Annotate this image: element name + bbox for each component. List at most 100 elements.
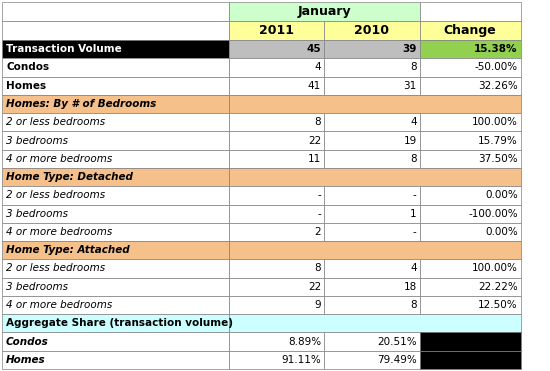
Bar [420, 296, 521, 314]
Bar [229, 40, 324, 58]
Text: 2011: 2011 [259, 24, 294, 37]
Text: 20.51%: 20.51% [377, 336, 417, 347]
Text: January: January [298, 5, 351, 18]
Bar [229, 76, 324, 95]
Text: 4: 4 [410, 117, 417, 127]
Bar [324, 21, 420, 40]
Bar [324, 223, 420, 241]
Bar [229, 241, 521, 259]
Bar [229, 58, 324, 76]
Text: 8: 8 [410, 300, 417, 310]
Text: Aggregate Share (transaction volume): Aggregate Share (transaction volume) [6, 318, 233, 328]
Text: 22: 22 [308, 282, 321, 292]
Text: 2010: 2010 [354, 24, 389, 37]
Text: 8: 8 [410, 62, 417, 72]
Text: 15.38%: 15.38% [474, 44, 518, 54]
Bar [420, 223, 521, 241]
Bar [229, 278, 324, 296]
Bar [420, 351, 521, 369]
Bar [324, 186, 420, 204]
Bar [324, 58, 420, 76]
Text: 22.22%: 22.22% [478, 282, 518, 292]
Bar [2, 58, 229, 76]
Bar [2, 223, 229, 241]
Bar [229, 168, 521, 186]
Bar [229, 95, 521, 113]
Text: -: - [413, 190, 417, 200]
Text: 0.00%: 0.00% [485, 190, 518, 200]
Bar [229, 296, 324, 314]
Bar [324, 150, 420, 168]
Bar [324, 278, 420, 296]
Text: 3 bedrooms: 3 bedrooms [6, 282, 68, 292]
Bar [2, 113, 229, 131]
Bar [324, 40, 420, 58]
Bar [324, 204, 420, 223]
Text: 18: 18 [404, 282, 417, 292]
Bar [420, 76, 521, 95]
Text: 39: 39 [402, 44, 417, 54]
Bar [2, 150, 229, 168]
Text: 22: 22 [308, 135, 321, 145]
Text: -: - [413, 227, 417, 237]
Bar [420, 21, 521, 40]
Bar [2, 2, 229, 21]
Bar [2, 296, 229, 314]
Bar [324, 259, 420, 278]
Text: 4: 4 [315, 62, 321, 72]
Bar [2, 314, 229, 332]
Text: 37.50%: 37.50% [478, 154, 518, 164]
Text: 19: 19 [404, 135, 417, 145]
Text: Transaction Volume: Transaction Volume [6, 44, 122, 54]
Text: Homes: Homes [6, 81, 46, 91]
Bar [2, 95, 229, 113]
Bar [229, 21, 324, 40]
Bar [229, 351, 324, 369]
Text: -: - [317, 190, 321, 200]
Bar [324, 296, 420, 314]
Bar [2, 40, 229, 58]
Text: 8: 8 [315, 263, 321, 273]
Bar [420, 113, 521, 131]
Bar [229, 150, 324, 168]
Text: 4 or more bedrooms: 4 or more bedrooms [6, 227, 112, 237]
Text: 4 or more bedrooms: 4 or more bedrooms [6, 154, 112, 164]
Text: 1: 1 [410, 209, 417, 219]
Bar [420, 2, 521, 21]
Text: 3 bedrooms: 3 bedrooms [6, 209, 68, 219]
Text: 15.79%: 15.79% [478, 135, 518, 145]
Text: Condos: Condos [6, 336, 49, 347]
Bar [324, 131, 420, 150]
Bar [420, 40, 521, 58]
Bar [2, 351, 229, 369]
Bar [2, 21, 229, 40]
Bar [2, 76, 229, 95]
Text: -100.00%: -100.00% [468, 209, 518, 219]
Text: 32.26%: 32.26% [478, 81, 518, 91]
Bar [420, 259, 521, 278]
Text: 100.00%: 100.00% [472, 117, 518, 127]
Text: 31: 31 [404, 81, 417, 91]
Bar [420, 131, 521, 150]
Bar [229, 186, 324, 204]
Text: 45: 45 [306, 44, 321, 54]
Text: 41: 41 [308, 81, 321, 91]
Text: 2 or less bedrooms: 2 or less bedrooms [6, 117, 105, 127]
Text: 3 bedrooms: 3 bedrooms [6, 135, 68, 145]
Text: Home Type: Detached: Home Type: Detached [6, 172, 133, 182]
Bar [2, 168, 229, 186]
Text: 4: 4 [410, 263, 417, 273]
Bar [2, 131, 229, 150]
Text: 4 or more bedrooms: 4 or more bedrooms [6, 300, 112, 310]
Text: 2 or less bedrooms: 2 or less bedrooms [6, 190, 105, 200]
Text: Homes: By # of Bedrooms: Homes: By # of Bedrooms [6, 99, 156, 109]
Text: Homes: Homes [6, 355, 46, 365]
Text: Change: Change [444, 24, 497, 37]
Text: 8: 8 [315, 117, 321, 127]
Bar [420, 278, 521, 296]
Text: 100.00%: 100.00% [472, 263, 518, 273]
Bar [2, 241, 229, 259]
Bar [229, 223, 324, 241]
Text: 8.89%: 8.89% [288, 336, 321, 347]
Bar [229, 314, 521, 332]
